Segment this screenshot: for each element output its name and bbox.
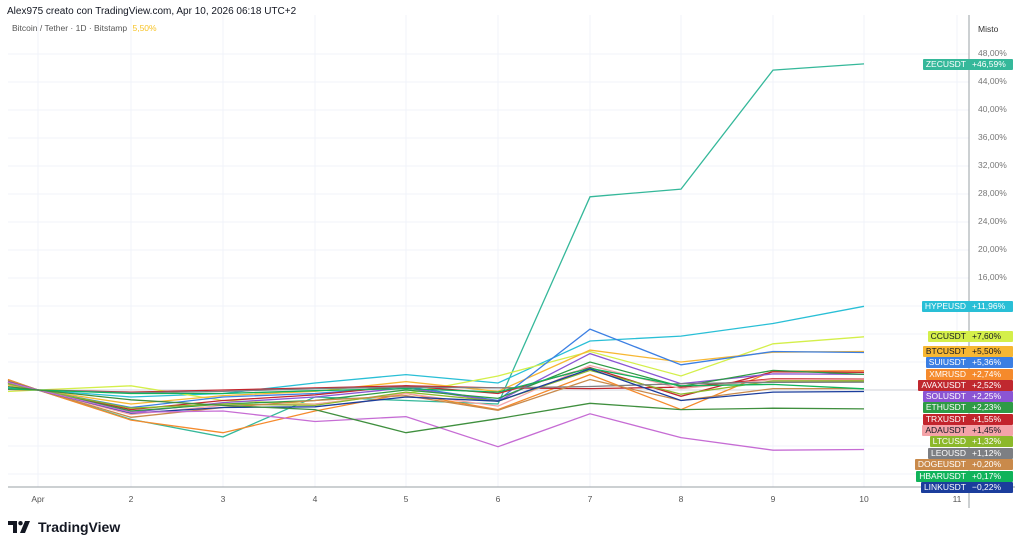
tag-symbol: TRXUSDT xyxy=(925,414,966,424)
tag-symbol: CCUSDT xyxy=(930,331,966,341)
tag-value: +1,32% xyxy=(972,436,1002,446)
time-tick: 11 xyxy=(952,494,962,504)
tag-symbol: HBARUSDT xyxy=(919,471,966,481)
grid-lines xyxy=(8,15,969,487)
price-tag-ccusdt[interactable]: CCUSDT +7,60% xyxy=(927,331,1013,342)
tag-value: +1,45% xyxy=(972,425,1002,435)
tag-symbol: XMRUSD xyxy=(929,369,966,379)
price-tag-suiusdt[interactable]: SUIUSDT +5,36% xyxy=(925,357,1013,368)
tradingview-logo-icon xyxy=(8,521,30,533)
tag-symbol: AVAXUSDT xyxy=(921,380,966,390)
time-tick: 7 xyxy=(587,494,593,504)
tag-symbol: SOLUSDT xyxy=(925,391,966,401)
tag-value: +0,17% xyxy=(972,471,1002,481)
tag-value: +5,36% xyxy=(972,357,1002,367)
tag-value: +46,59% xyxy=(972,59,1006,69)
time-tick: 4 xyxy=(312,494,318,504)
price-tag-avaxusdt[interactable]: AVAXUSDT +2,52% xyxy=(918,380,1013,391)
price-tag-dogeusdt[interactable]: DOGEUSDT +0,20% xyxy=(914,459,1013,470)
tag-symbol: DOGEUSDT xyxy=(917,459,966,469)
tag-value: +5,50% xyxy=(972,346,1002,356)
series-line-dogeusdt[interactable] xyxy=(7,378,864,418)
series-line-green-low[interactable] xyxy=(7,385,865,434)
tag-value: +2,23% xyxy=(972,402,1002,412)
price-tick: 48,00% xyxy=(978,48,1007,58)
price-tag-linkusdt[interactable]: LINKUSDT −0,22% xyxy=(920,482,1013,493)
price-tag-xmrusd[interactable]: XMRUSD +2,74% xyxy=(926,369,1013,380)
tag-symbol: SUIUSDT xyxy=(928,357,966,367)
price-tick: 24,00% xyxy=(978,216,1007,226)
price-tag-ethusdt[interactable]: ETHUSDT +2,23% xyxy=(922,402,1013,413)
price-tag-hypeusd[interactable]: HYPEUSD +11,96% xyxy=(921,301,1013,312)
price-tag-btcusdt[interactable]: BTCUSDT +5,50% xyxy=(922,346,1013,357)
tag-symbol: BTCUSDT xyxy=(925,346,966,356)
time-tick: 9 xyxy=(770,494,776,504)
tag-value: +1,12% xyxy=(972,448,1002,458)
price-tick: 40,00% xyxy=(978,104,1007,114)
symbol-legend[interactable]: Bitcoin / Tether · 1D · Bitstamp 5,50% xyxy=(12,23,157,33)
tag-symbol: ETHUSDT xyxy=(925,402,966,412)
time-tick: 8 xyxy=(678,494,684,504)
time-tick: 3 xyxy=(220,494,226,504)
tag-symbol: ADAUSDT xyxy=(925,425,966,435)
time-tick: 2 xyxy=(128,494,134,504)
tag-value: +0,20% xyxy=(972,459,1002,469)
series-line-btcusdt[interactable] xyxy=(7,349,865,405)
time-tick: Apr xyxy=(31,494,45,504)
price-tag-zecusdt[interactable]: ZECUSDT +46,59% xyxy=(922,59,1013,70)
tag-value: +2,52% xyxy=(972,380,1002,390)
tag-symbol: HYPEUSD xyxy=(924,301,966,311)
tag-symbol: LEOUSD xyxy=(931,448,966,458)
price-tick: 20,00% xyxy=(978,244,1007,254)
price-tick: 44,00% xyxy=(978,76,1007,86)
series-line-ethusdt[interactable] xyxy=(7,361,865,412)
price-tag-ltcusd[interactable]: LTCUSD +1,32% xyxy=(929,436,1013,447)
price-tag-solusdt[interactable]: SOLUSDT +2,25% xyxy=(922,391,1013,402)
series-line-hypeusd[interactable] xyxy=(7,305,865,398)
tag-value: +2,25% xyxy=(972,391,1002,401)
brand-name: TradingView xyxy=(38,519,121,535)
symbol-title: Bitcoin / Tether · 1D · Bitstamp xyxy=(12,23,128,33)
time-tick: 5 xyxy=(403,494,409,504)
price-tag-leousd[interactable]: LEOUSD +1,12% xyxy=(928,448,1013,459)
chart-attribution: Alex975 creato con TradingView.com, Apr … xyxy=(7,6,297,17)
time-tick: 6 xyxy=(495,494,501,504)
series-lines xyxy=(7,63,865,451)
tag-value: +7,60% xyxy=(972,331,1002,341)
symbol-change: 5,50% xyxy=(132,23,157,33)
price-tick: 28,00% xyxy=(978,188,1007,198)
tag-value: +11,96% xyxy=(972,301,1006,311)
tag-symbol: LTCUSD xyxy=(932,436,966,446)
series-line-purple-low[interactable] xyxy=(7,381,865,451)
price-tag-trxusdt[interactable]: TRXUSDT +1,55% xyxy=(922,414,1013,425)
tag-symbol: ZECUSDT xyxy=(925,59,966,69)
price-tag-adausdt[interactable]: ADAUSDT +1,45% xyxy=(922,425,1013,436)
scale-mode-label[interactable]: Misto xyxy=(978,24,999,34)
tradingview-logo[interactable]: TradingView xyxy=(8,519,120,535)
tag-value: −0,22% xyxy=(972,482,1002,492)
tag-value: +2,74% xyxy=(972,369,1002,379)
price-tick: 16,00% xyxy=(978,272,1007,282)
tag-symbol: LINKUSDT xyxy=(923,482,966,492)
price-tick: 32,00% xyxy=(978,160,1007,170)
price-tick: 36,00% xyxy=(978,132,1007,142)
time-tick: 10 xyxy=(859,494,869,504)
series-line-ltcusd[interactable] xyxy=(7,369,865,409)
price-tag-hbarusdt[interactable]: HBARUSDT +0,17% xyxy=(916,471,1013,482)
tag-value: +1,55% xyxy=(972,414,1002,424)
series-line-hbarusdt[interactable] xyxy=(7,367,865,395)
